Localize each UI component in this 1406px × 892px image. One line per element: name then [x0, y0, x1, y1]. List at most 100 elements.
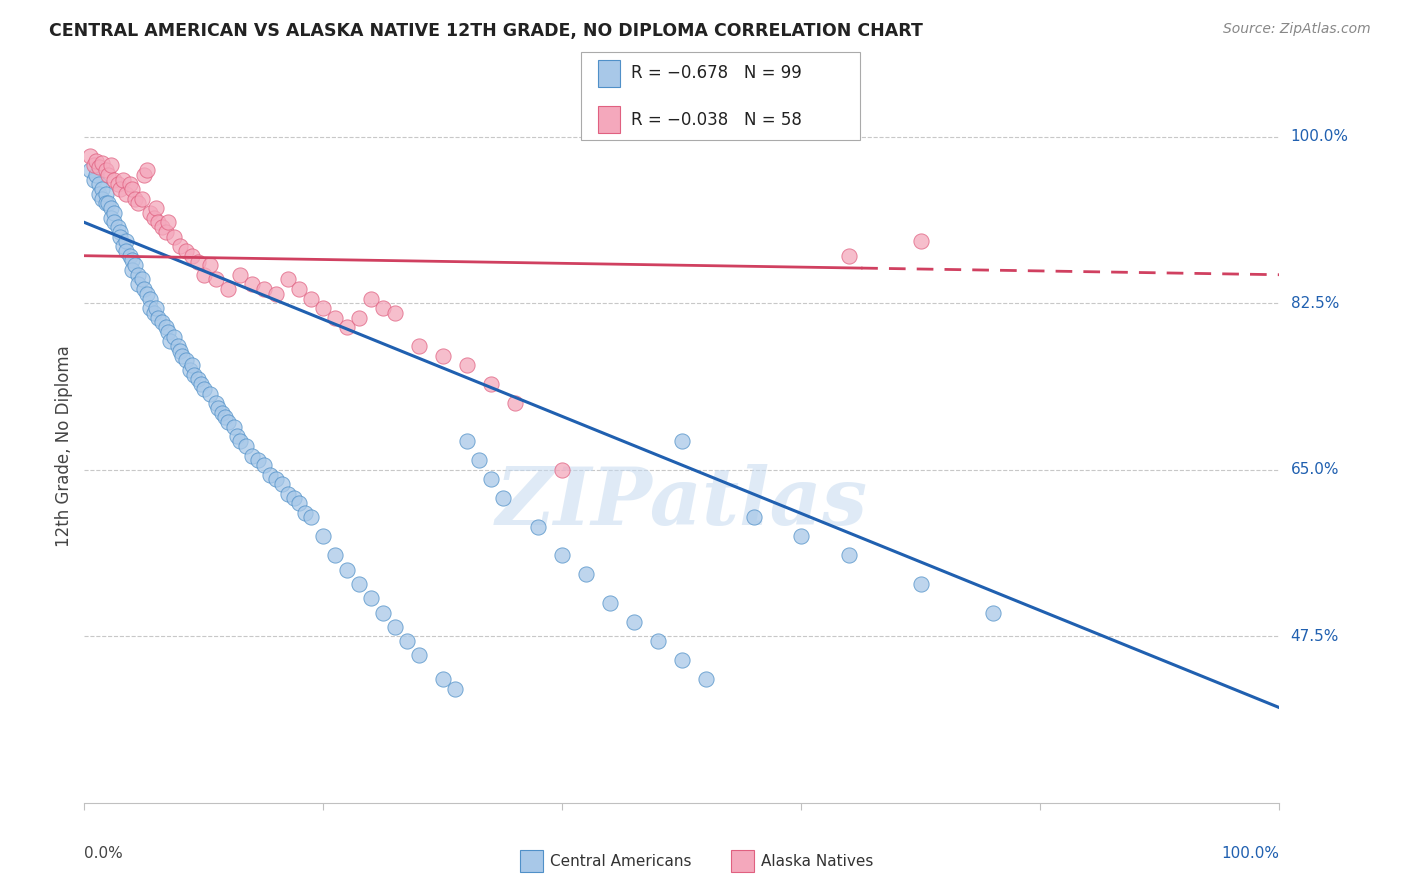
Point [150, 220, 173, 235]
Point [468, 453, 491, 467]
Point [115, 244, 138, 258]
Point [671, 653, 693, 667]
Point [408, 339, 430, 353]
Point [207, 401, 229, 415]
Point [124, 258, 146, 272]
Point [121, 263, 143, 277]
Point [131, 192, 153, 206]
Point [118, 249, 141, 263]
Point [110, 225, 132, 239]
Point [217, 415, 239, 429]
Point [142, 211, 165, 225]
Point [127, 196, 149, 211]
Point [193, 382, 215, 396]
Text: Central Americans: Central Americans [550, 855, 692, 869]
Point [647, 634, 669, 648]
Point [148, 310, 170, 325]
Point [790, 529, 813, 543]
Point [155, 320, 177, 334]
Point [214, 410, 236, 425]
Point [360, 292, 382, 306]
Point [103, 172, 125, 186]
Point [396, 634, 419, 648]
Point [312, 529, 335, 543]
Point [174, 244, 197, 258]
Text: 82.5%: 82.5% [1291, 296, 1339, 310]
Point [135, 163, 157, 178]
Point [148, 215, 170, 229]
Point [139, 301, 162, 315]
Point [94, 163, 117, 178]
Point [301, 292, 323, 306]
Point [503, 396, 526, 410]
Point [229, 434, 252, 449]
Point [349, 310, 371, 325]
Point [277, 272, 299, 286]
Point [838, 249, 860, 263]
Point [479, 472, 502, 486]
Point [226, 429, 249, 443]
Point [288, 496, 311, 510]
Point [107, 220, 129, 235]
Point [264, 472, 287, 486]
Point [139, 206, 162, 220]
Point [83, 172, 105, 186]
Point [432, 672, 454, 686]
Point [150, 315, 173, 329]
Point [671, 434, 693, 449]
Point [283, 491, 305, 506]
Point [83, 158, 105, 172]
Text: Alaska Natives: Alaska Natives [761, 855, 873, 869]
Point [456, 434, 478, 449]
Point [373, 606, 395, 620]
Point [259, 467, 281, 482]
Text: 100.0%: 100.0% [1222, 846, 1279, 861]
Point [145, 301, 167, 315]
Point [111, 239, 134, 253]
Point [159, 334, 181, 349]
Point [551, 549, 574, 563]
Point [94, 196, 117, 211]
Text: 100.0%: 100.0% [1291, 129, 1348, 145]
Point [240, 449, 263, 463]
Point [155, 225, 177, 239]
Text: R = −0.038   N = 58: R = −0.038 N = 58 [631, 111, 803, 128]
Point [87, 160, 110, 174]
Point [127, 277, 149, 292]
Point [91, 156, 114, 170]
Point [301, 510, 323, 524]
Point [115, 186, 138, 201]
Point [325, 310, 347, 325]
Point [135, 286, 157, 301]
Point [193, 268, 215, 282]
Point [87, 178, 110, 192]
Point [217, 282, 239, 296]
Text: CENTRAL AMERICAN VS ALASKA NATIVE 12TH GRADE, NO DIPLOMA CORRELATION CHART: CENTRAL AMERICAN VS ALASKA NATIVE 12TH G… [49, 22, 924, 40]
Point [312, 301, 335, 315]
Point [599, 596, 621, 610]
Text: 65.0%: 65.0% [1291, 462, 1339, 477]
Point [349, 577, 371, 591]
Text: 0.0%: 0.0% [84, 846, 124, 861]
Y-axis label: 12th Grade, No Diploma: 12th Grade, No Diploma [55, 345, 73, 547]
Point [157, 325, 180, 339]
Point [174, 353, 197, 368]
Text: Source: ZipAtlas.com: Source: ZipAtlas.com [1223, 22, 1371, 37]
Point [336, 563, 359, 577]
Point [131, 272, 153, 286]
Point [115, 235, 138, 249]
Point [838, 549, 860, 563]
Point [91, 192, 114, 206]
Point [360, 591, 382, 606]
Point [695, 672, 717, 686]
Point [79, 149, 101, 163]
Point [87, 186, 110, 201]
Point [111, 172, 134, 186]
Point [183, 368, 205, 382]
Point [100, 211, 122, 225]
Point [166, 339, 188, 353]
Point [253, 282, 276, 296]
Point [163, 229, 186, 244]
Point [408, 648, 430, 663]
Point [527, 520, 550, 534]
